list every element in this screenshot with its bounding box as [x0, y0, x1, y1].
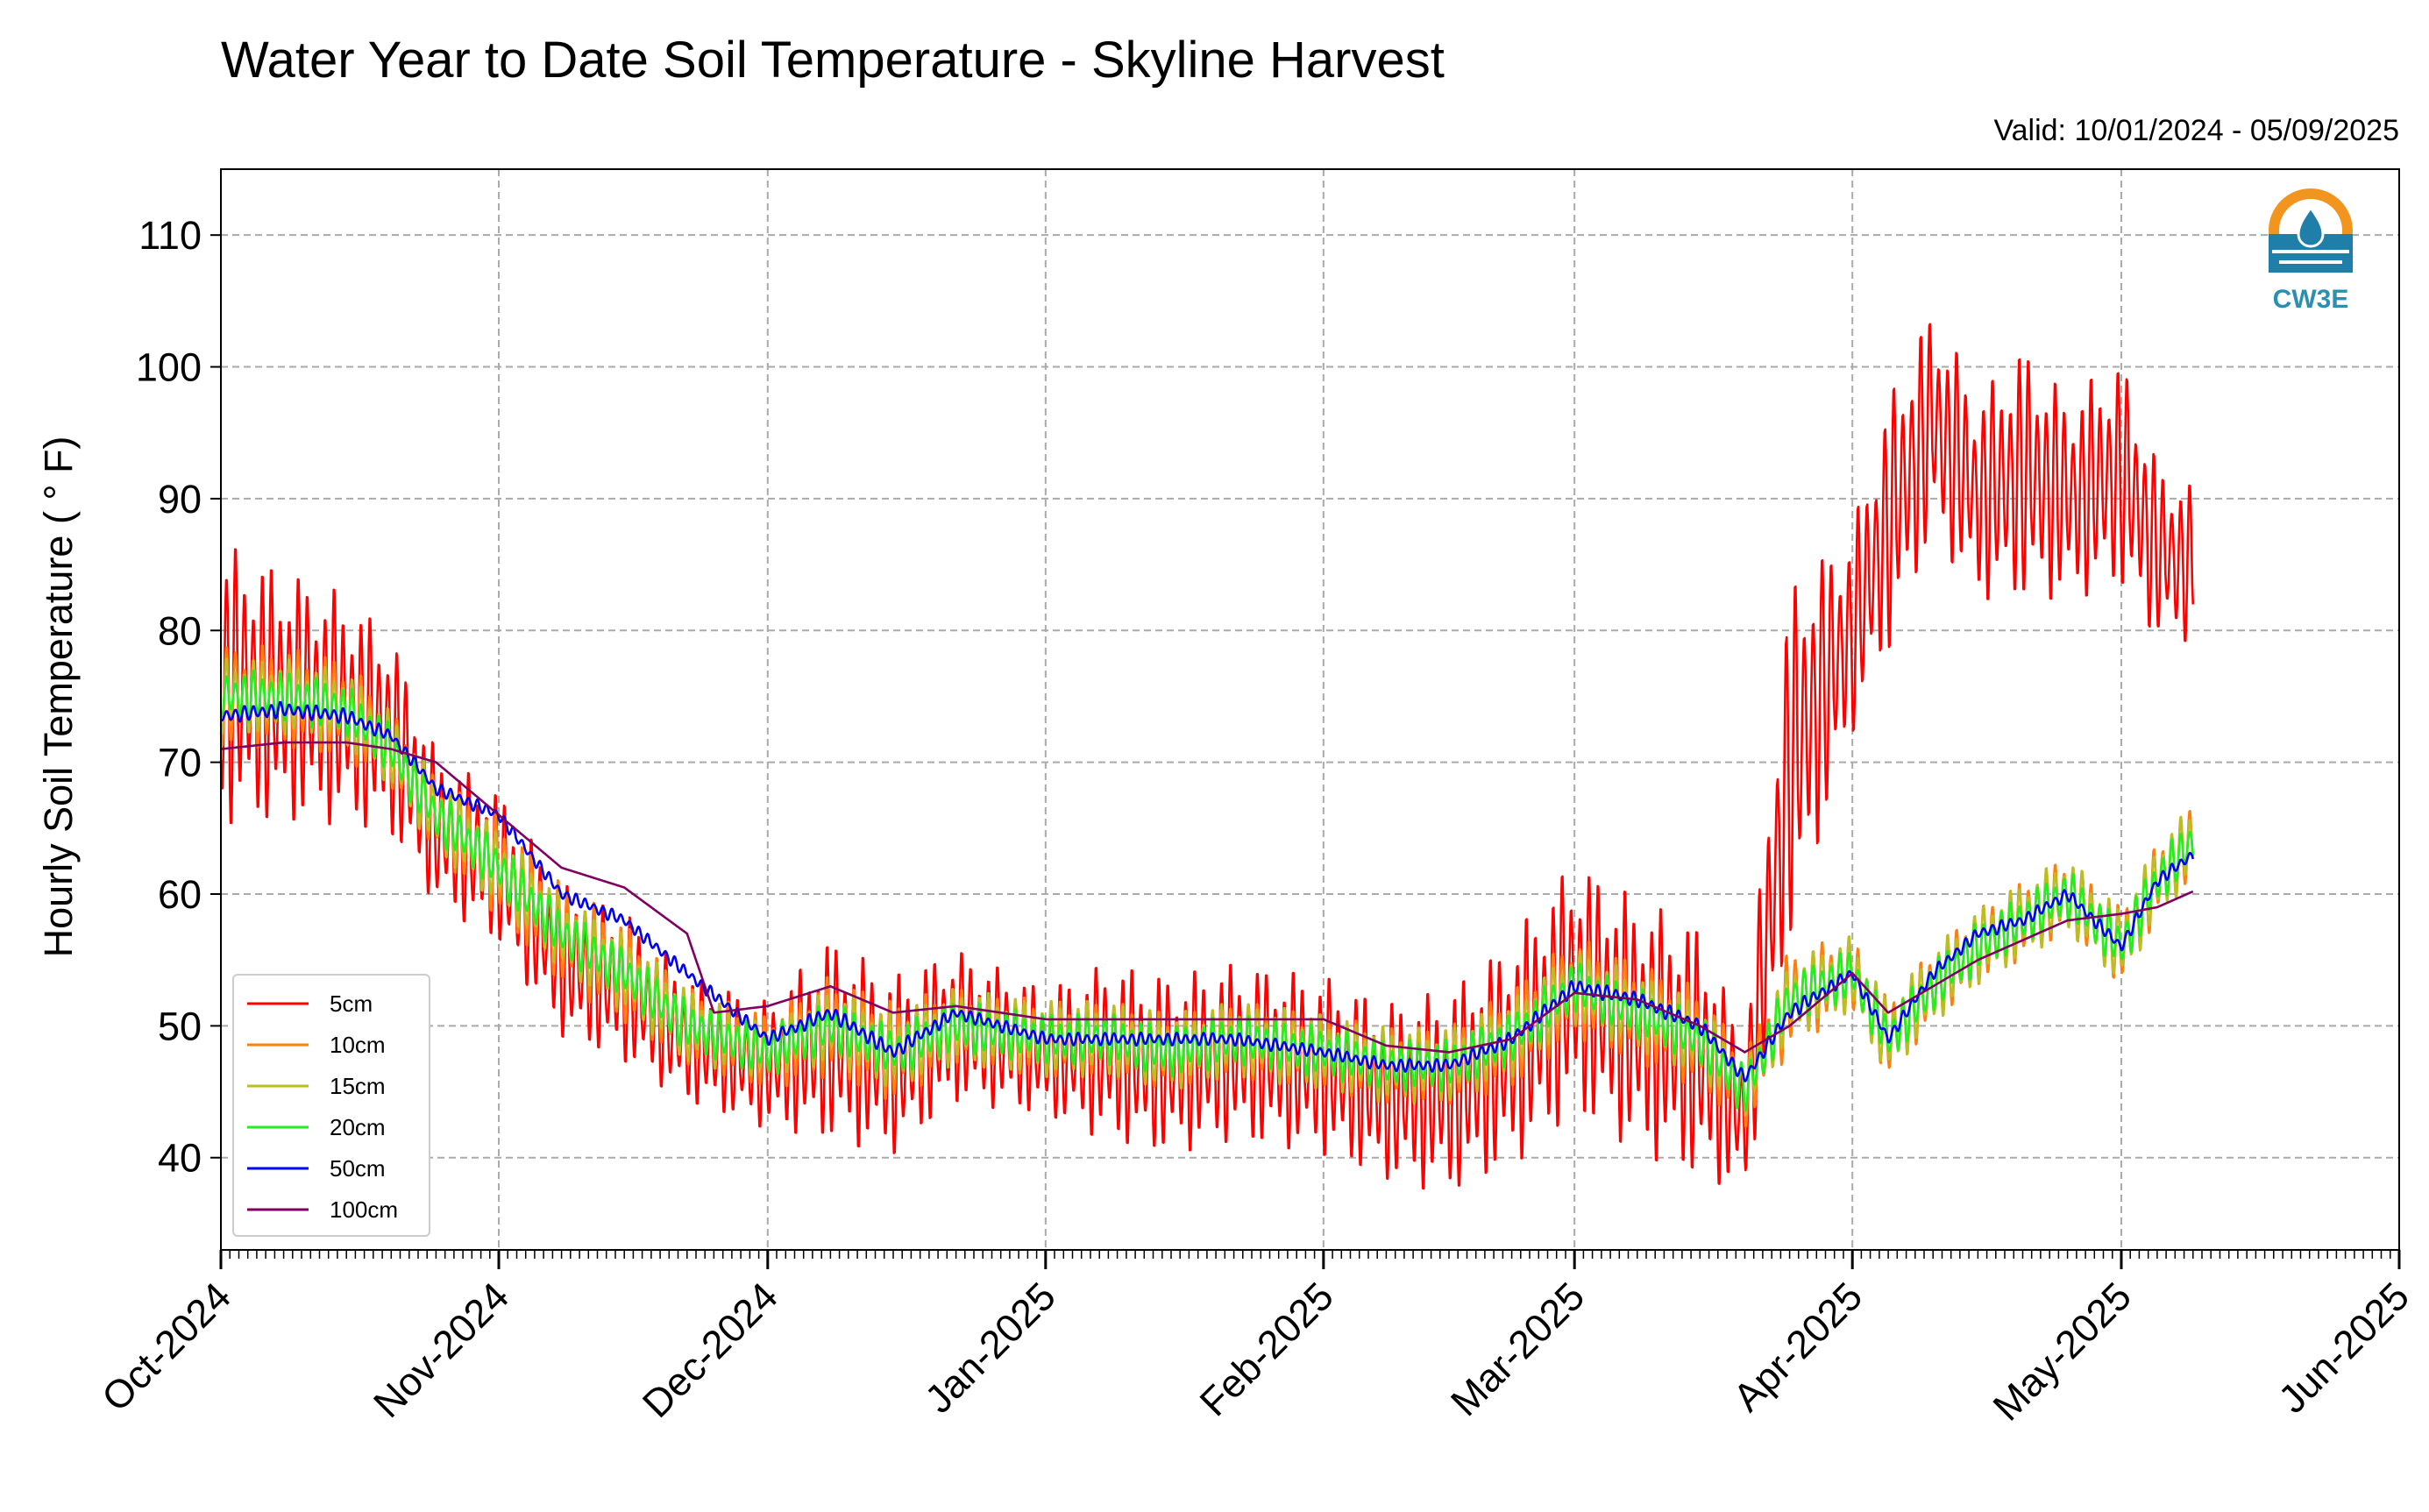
y-tick-label: 100 [136, 345, 202, 390]
y-tick-label: 90 [158, 477, 202, 522]
legend-label-15cm: 15cm [330, 1073, 386, 1099]
legend-label-100cm: 100cm [330, 1196, 398, 1223]
cw3e-logo: CW3E [2269, 188, 2353, 314]
legend-box [232, 974, 430, 1237]
legend-label-5cm: 5cm [330, 990, 373, 1017]
legend-label-10cm: 10cm [330, 1032, 386, 1058]
series-line-20cm [219, 670, 2195, 1112]
y-tick-label: 60 [158, 872, 202, 917]
x-tick-label: Dec-2024 [634, 1274, 786, 1426]
y-axis-label: Hourly Soil Temperature ( ° F) [36, 437, 81, 958]
y-tick-label: 40 [158, 1136, 202, 1181]
x-tick-label: May-2025 [1984, 1274, 2140, 1430]
y-tick-labels: 40 50 60 70 80 90 100 110 [136, 213, 202, 1181]
x-tick-label: Oct-2024 [93, 1274, 239, 1420]
legend-items: 5cm 10cm 15cm 20cm 50cm 100cm [247, 990, 398, 1223]
series-layer [219, 323, 2195, 1190]
grid-layer [221, 169, 2399, 1250]
chart-title: Water Year to Date Soil Temperature - Sk… [221, 32, 1445, 89]
x-tick-label: Nov-2024 [365, 1274, 517, 1426]
legend: 5cm 10cm 15cm 20cm 50cm 100cm [232, 974, 430, 1237]
chart-subtitle: Valid: 10/01/2024 - 05/09/2025 [1993, 114, 2399, 147]
legend-label-50cm: 50cm [330, 1155, 386, 1182]
y-tick-label: 70 [158, 741, 202, 785]
series-line-50cm [219, 700, 2195, 1083]
x-tick-label: Jun-2025 [2269, 1274, 2418, 1422]
logo-drop-icon [2297, 205, 2325, 248]
legend-label-20cm: 20cm [330, 1114, 386, 1140]
x-tick-label: Jan-2025 [916, 1274, 1064, 1422]
series-line-100cm [220, 741, 2194, 1054]
x-tick-labels: Oct-2024 Nov-2024 Dec-2024 Jan-2025 Feb-2025… [93, 1274, 2418, 1430]
plot-frame [220, 168, 2400, 1251]
x-tick-label: Apr-2025 [1724, 1274, 1871, 1420]
x-tick-label: Mar-2025 [1442, 1274, 1593, 1424]
x-tick-label: Feb-2025 [1191, 1274, 1342, 1424]
logo-text: CW3E [2273, 285, 2349, 314]
y-tick-label: 110 [138, 213, 202, 258]
x-minor-ticks [220, 1250, 2400, 1259]
tick-layer [210, 234, 2401, 1269]
y-tick-label: 80 [158, 608, 202, 653]
y-tick-label: 50 [158, 1004, 202, 1048]
